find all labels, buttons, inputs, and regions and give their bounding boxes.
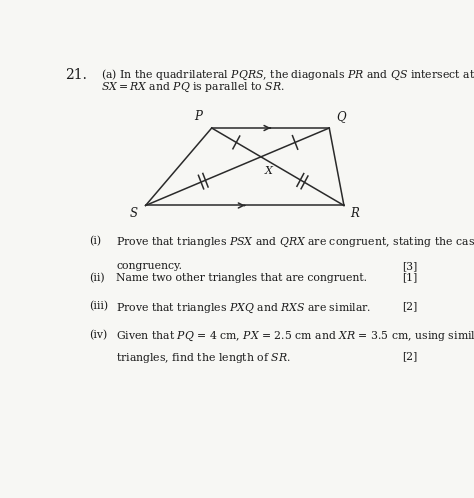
Text: triangles, find the length of $SR$.: triangles, find the length of $SR$. — [116, 351, 291, 365]
Text: Prove that triangles $PXQ$ and $RXS$ are similar.: Prove that triangles $PXQ$ and $RXS$ are… — [116, 301, 372, 315]
Text: S: S — [129, 207, 137, 221]
Text: (a) In the quadrilateral $PQRS$, the diagonals $PR$ and $QS$ intersect at $X$. $: (a) In the quadrilateral $PQRS$, the dia… — [101, 68, 474, 82]
Text: Q: Q — [336, 111, 346, 124]
Text: [2]: [2] — [402, 301, 418, 311]
Text: congruency.: congruency. — [116, 261, 182, 271]
Text: P: P — [195, 111, 202, 124]
Text: Prove that triangles $PSX$ and $QRX$ are congruent, stating the case of: Prove that triangles $PSX$ and $QRX$ are… — [116, 236, 474, 249]
Text: (iii): (iii) — [89, 301, 108, 312]
Text: R: R — [351, 207, 359, 221]
Text: (iv): (iv) — [89, 330, 107, 341]
Text: [1]: [1] — [402, 272, 418, 282]
Text: Name two other triangles that are congruent.: Name two other triangles that are congru… — [116, 272, 367, 282]
Text: $SX = RX$ and $PQ$ is parallel to $SR$.: $SX = RX$ and $PQ$ is parallel to $SR$. — [101, 81, 285, 94]
Text: (i): (i) — [89, 236, 101, 247]
Text: (ii): (ii) — [89, 272, 104, 283]
Text: X: X — [264, 166, 273, 176]
Text: Given that $PQ$ = 4 cm, $PX$ = 2.5 cm and $XR$ = 3.5 cm, using similar: Given that $PQ$ = 4 cm, $PX$ = 2.5 cm an… — [116, 330, 474, 343]
Text: [2]: [2] — [402, 351, 418, 361]
Text: [3]: [3] — [402, 261, 418, 271]
Text: 21.: 21. — [65, 68, 87, 82]
